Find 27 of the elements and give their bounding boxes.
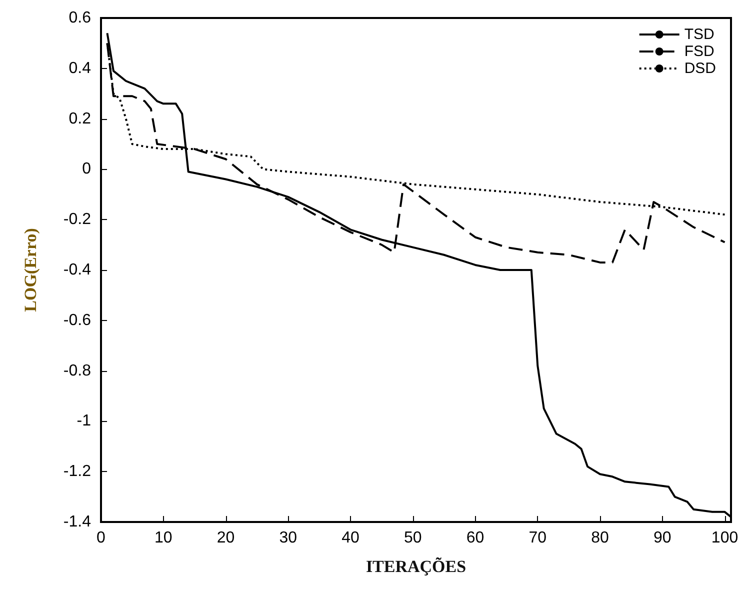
y-tick-label: -0.4 [63, 262, 92, 278]
x-tick-label: 70 [528, 530, 547, 546]
y-tick-label: -0.2 [63, 211, 92, 228]
legend-label: FSD [684, 43, 714, 60]
x-tick-label: 60 [466, 530, 484, 546]
y-axis-title: LOG(Erro) [21, 228, 40, 312]
x-tick-label: 90 [653, 530, 672, 546]
x-tick-label: 80 [591, 530, 610, 546]
y-tick-label: -0.6 [63, 312, 92, 329]
x-axis-title: ITERAÇÕES [366, 557, 466, 576]
x-tick-label: 50 [404, 530, 422, 546]
legend-label: TSD [684, 26, 714, 43]
y-tick-label: 0.2 [68, 110, 92, 128]
x-tick-label: 100 [711, 530, 738, 546]
y-tick-label: 0 [82, 160, 92, 178]
x-tick-label: 0 [96, 530, 106, 546]
y-tick-label: -0.8 [63, 362, 92, 380]
x-tick-label: 10 [154, 530, 172, 546]
x-tick-label: 30 [279, 530, 298, 546]
x-tick-label: 20 [216, 530, 235, 546]
y-tick-label: 0.6 [68, 10, 92, 26]
y-tick-label: 0.4 [68, 60, 92, 77]
legend-label: DSD [684, 60, 716, 77]
y-tick-label: -1.2 [63, 463, 92, 480]
y-tick-label: -1 [76, 412, 92, 430]
y-tick-label: -1.4 [63, 514, 92, 530]
x-tick-label: 40 [342, 530, 360, 546]
